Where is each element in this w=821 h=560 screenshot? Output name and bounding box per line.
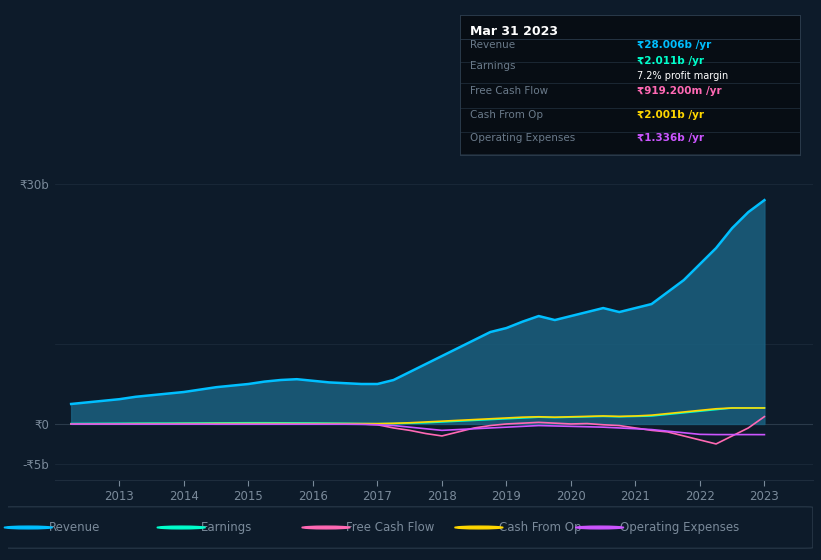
Text: Cash From Op: Cash From Op xyxy=(499,521,581,534)
Text: Revenue: Revenue xyxy=(48,521,100,534)
Text: Free Cash Flow: Free Cash Flow xyxy=(346,521,434,534)
Text: Free Cash Flow: Free Cash Flow xyxy=(470,86,548,96)
Text: ₹28.006b /yr: ₹28.006b /yr xyxy=(637,40,711,50)
Text: Earnings: Earnings xyxy=(470,61,516,71)
Circle shape xyxy=(576,526,624,529)
Text: Earnings: Earnings xyxy=(201,521,253,534)
Text: ₹2.011b /yr: ₹2.011b /yr xyxy=(637,55,704,66)
Text: Revenue: Revenue xyxy=(470,40,516,50)
Circle shape xyxy=(4,526,53,529)
Circle shape xyxy=(157,526,205,529)
Text: 7.2% profit margin: 7.2% profit margin xyxy=(637,71,728,81)
Circle shape xyxy=(302,526,351,529)
Text: Mar 31 2023: Mar 31 2023 xyxy=(470,25,558,38)
Text: Operating Expenses: Operating Expenses xyxy=(470,133,576,143)
Text: Cash From Op: Cash From Op xyxy=(470,110,544,120)
Text: ₹1.336b /yr: ₹1.336b /yr xyxy=(637,133,704,143)
Text: Operating Expenses: Operating Expenses xyxy=(620,521,739,534)
Circle shape xyxy=(455,526,503,529)
Text: ₹919.200m /yr: ₹919.200m /yr xyxy=(637,86,722,96)
Text: ₹2.001b /yr: ₹2.001b /yr xyxy=(637,110,704,120)
